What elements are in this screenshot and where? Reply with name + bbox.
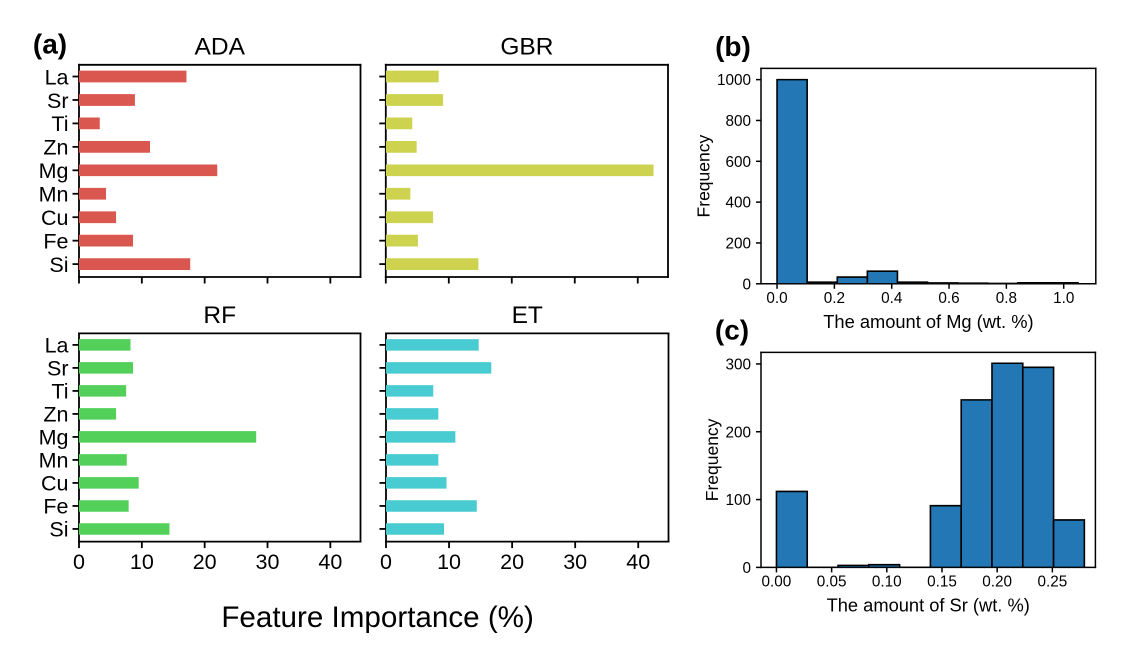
svg-text:0.4: 0.4 — [881, 290, 903, 307]
svg-text:ET: ET — [512, 302, 543, 329]
svg-text:40: 40 — [626, 550, 650, 574]
svg-text:0: 0 — [380, 550, 392, 574]
svg-text:Mn: Mn — [39, 449, 69, 473]
svg-text:La: La — [45, 334, 69, 358]
svg-text:Si: Si — [49, 253, 68, 277]
svg-text:20: 20 — [500, 550, 524, 574]
svg-text:10: 10 — [437, 550, 461, 574]
svg-text:Fe: Fe — [43, 229, 68, 253]
svg-text:0: 0 — [742, 560, 751, 577]
svg-text:Fe: Fe — [43, 495, 68, 519]
svg-text:0.0: 0.0 — [766, 290, 787, 307]
svg-text:100: 100 — [725, 492, 751, 509]
svg-text:40: 40 — [318, 550, 342, 574]
svg-text:Mn: Mn — [39, 183, 69, 207]
svg-text:Sr: Sr — [47, 89, 69, 113]
svg-text:200: 200 — [725, 424, 751, 441]
svg-text:0.20: 0.20 — [982, 573, 1012, 590]
svg-text:0.6: 0.6 — [938, 290, 959, 307]
svg-text:La: La — [45, 65, 69, 89]
svg-text:0.2: 0.2 — [824, 290, 845, 307]
svg-text:(a): (a) — [33, 29, 67, 60]
svg-text:Si: Si — [49, 518, 68, 542]
svg-text:(b): (b) — [715, 31, 751, 62]
svg-text:The amount of Sr (wt. %): The amount of Sr (wt. %) — [827, 595, 1030, 616]
svg-text:0.8: 0.8 — [996, 290, 1017, 307]
svg-text:Frequency: Frequency — [702, 418, 722, 501]
svg-text:600: 600 — [725, 154, 751, 171]
svg-text:300: 300 — [725, 356, 751, 373]
svg-text:Frequency: Frequency — [693, 135, 713, 218]
svg-text:1.0: 1.0 — [1053, 290, 1074, 307]
svg-text:200: 200 — [725, 236, 751, 253]
svg-text:0: 0 — [742, 276, 751, 293]
svg-text:0.10: 0.10 — [872, 573, 902, 590]
svg-text:Cu: Cu — [41, 206, 68, 230]
svg-text:ADA: ADA — [195, 33, 246, 60]
svg-text:Feature Importance (%): Feature Importance (%) — [221, 601, 534, 634]
svg-text:0.25: 0.25 — [1037, 573, 1067, 590]
svg-text:RF: RF — [203, 302, 236, 329]
svg-text:Zn: Zn — [43, 136, 68, 160]
svg-text:Cu: Cu — [41, 472, 68, 496]
svg-text:(c): (c) — [715, 315, 749, 346]
svg-text:800: 800 — [725, 113, 751, 130]
svg-text:0.00: 0.00 — [762, 573, 792, 590]
svg-text:Ti: Ti — [51, 380, 68, 404]
svg-text:30: 30 — [563, 550, 587, 574]
svg-text:Mg: Mg — [39, 426, 69, 450]
svg-text:Sr: Sr — [47, 357, 69, 381]
svg-text:Zn: Zn — [43, 403, 68, 427]
svg-text:0.05: 0.05 — [817, 573, 847, 590]
svg-text:0: 0 — [73, 550, 85, 574]
svg-text:GBR: GBR — [500, 33, 553, 60]
svg-text:20: 20 — [193, 550, 217, 574]
svg-text:Ti: Ti — [51, 112, 68, 136]
svg-text:0.15: 0.15 — [927, 573, 957, 590]
svg-text:10: 10 — [130, 550, 154, 574]
svg-text:1000: 1000 — [717, 72, 751, 89]
svg-text:30: 30 — [256, 550, 280, 574]
svg-text:400: 400 — [725, 195, 751, 212]
svg-text:Mg: Mg — [39, 159, 69, 183]
svg-text:The amount of Mg (wt. %): The amount of Mg (wt. %) — [823, 311, 1033, 332]
